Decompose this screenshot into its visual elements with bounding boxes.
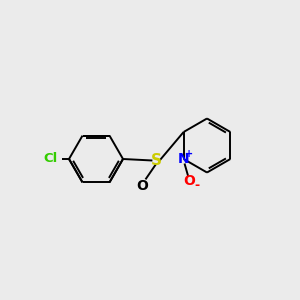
Text: Cl: Cl [44, 152, 58, 166]
Text: O: O [184, 174, 196, 188]
Text: S: S [151, 153, 161, 168]
Text: +: + [185, 148, 193, 159]
Text: O: O [136, 179, 148, 193]
Text: -: - [194, 179, 199, 193]
Text: N: N [178, 152, 189, 166]
